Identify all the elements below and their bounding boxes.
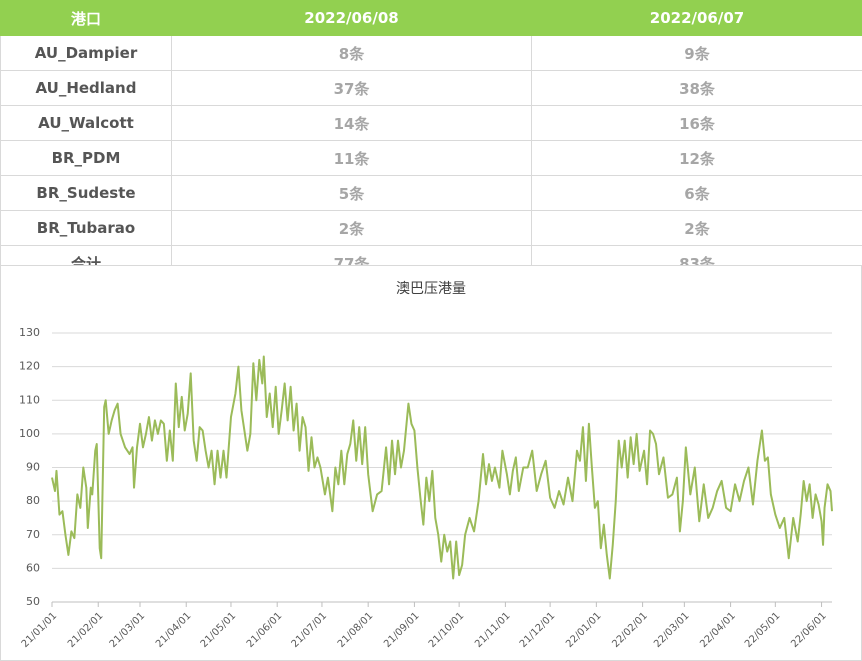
header-cell: 港口 xyxy=(0,0,172,36)
table-header: 港口 2022/06/08 2022/06/07 xyxy=(0,0,862,36)
y-tick-label: 110 xyxy=(19,393,40,406)
port-cell: BR_Sudeste xyxy=(0,175,172,211)
header-cell: 2022/06/07 xyxy=(531,0,862,36)
chart-title: 澳巴压港量 xyxy=(396,281,466,297)
table-row: AU_Walcott 14条 16条 xyxy=(0,105,862,141)
port-cell: AU_Walcott xyxy=(0,105,172,141)
table-row: BR_Tubarao 2条 2条 xyxy=(0,210,862,246)
value-cell: 8条 xyxy=(171,35,532,71)
y-tick-label: 70 xyxy=(26,528,40,541)
value-cell: 14条 xyxy=(171,105,532,141)
port-cell: AU_Hedland xyxy=(0,70,172,106)
y-tick-label: 90 xyxy=(26,461,40,474)
value-cell: 6条 xyxy=(531,175,862,211)
y-tick-label: 80 xyxy=(26,494,40,507)
value-cell: 12条 xyxy=(531,140,862,176)
value-cell: 38条 xyxy=(531,70,862,106)
value-cell: 9条 xyxy=(531,35,862,71)
value-cell: 16条 xyxy=(531,105,862,141)
y-tick-label: 60 xyxy=(26,561,40,574)
table-row: BR_PDM 11条 12条 xyxy=(0,140,862,176)
value-cell: 5条 xyxy=(171,175,532,211)
port-table: 港口 2022/06/08 2022/06/07 AU_Dampier 8条 9条 AU_… xyxy=(0,0,862,281)
y-tick-label: 100 xyxy=(19,427,40,440)
y-tick-label: 120 xyxy=(19,360,40,373)
y-tick-label: 130 xyxy=(19,326,40,339)
data-line xyxy=(51,355,833,580)
table-row: AU_Dampier 8条 9条 xyxy=(0,35,862,71)
value-cell: 2条 xyxy=(531,210,862,246)
port-cell: BR_PDM xyxy=(0,140,172,176)
table-row: AU_Hedland 37条 38条 xyxy=(0,70,862,106)
header-cell: 2022/06/08 xyxy=(171,0,532,36)
port-cell: BR_Tubarao xyxy=(0,210,172,246)
table-row: BR_Sudeste 5条 6条 xyxy=(0,175,862,211)
value-cell: 37条 xyxy=(171,70,532,106)
chart-border xyxy=(0,265,862,661)
port-cell: AU_Dampier xyxy=(0,35,172,71)
value-cell: 2条 xyxy=(171,210,532,246)
y-tick-label: 50 xyxy=(26,595,40,608)
value-cell: 11条 xyxy=(171,140,532,176)
